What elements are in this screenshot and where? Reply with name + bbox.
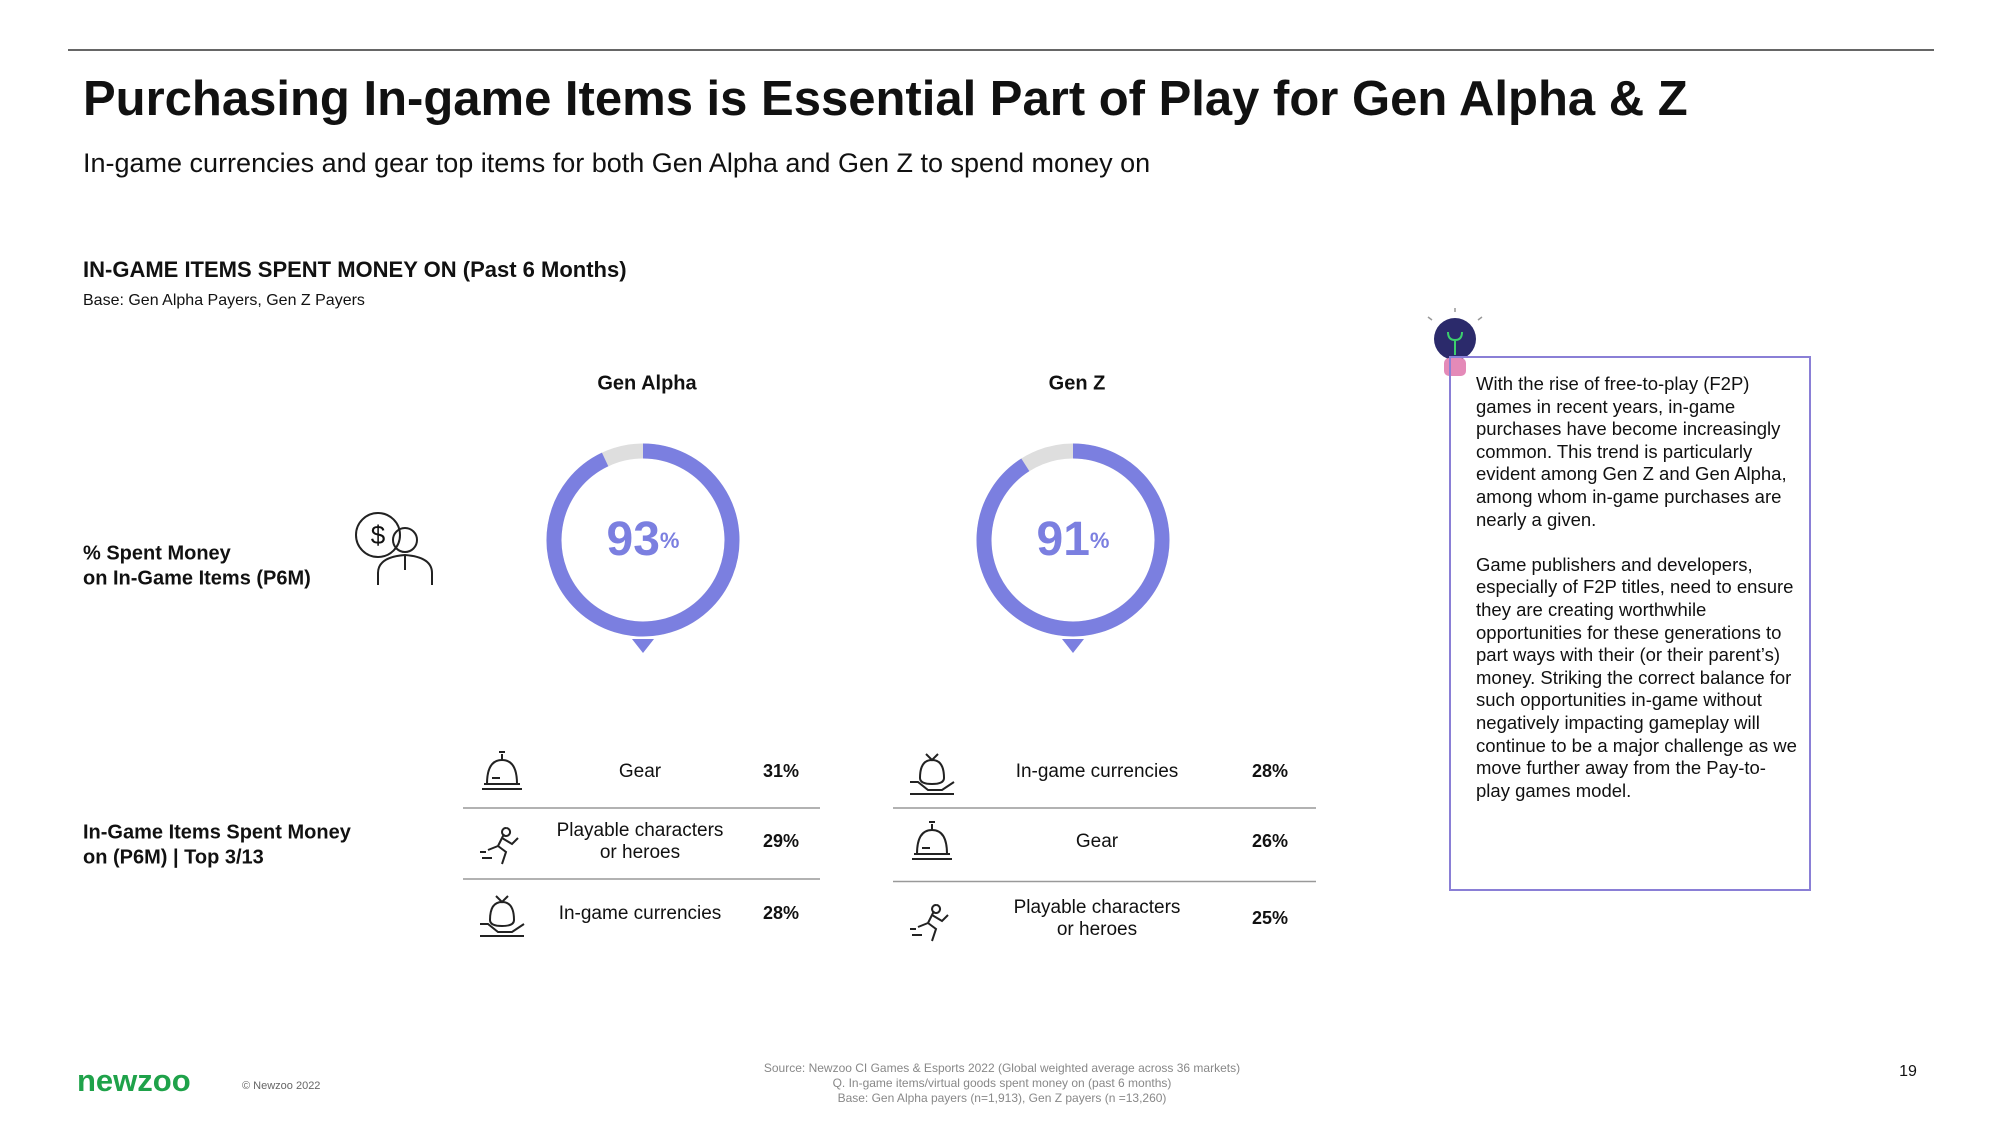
source: Base: Gen Alpha payers (n=1,913), Gen Z … [838,1091,1167,1105]
icon-shape [910,753,955,795]
item-label: In-game currencies [1016,761,1179,782]
item-label: Gear [1076,831,1119,852]
donut-arc [976,443,1170,637]
donut-value: 91% [1037,513,1110,566]
bell-icon [482,751,522,790]
money-icon [480,895,525,937]
note-paragraph: Game publishers and developers, especial… [1476,553,1797,801]
spender-icon: $ [355,512,433,585]
note-box [1449,356,1811,891]
icon-shape [910,904,949,942]
svg-text:$: $ [371,520,386,550]
title: Purchasing In-game Items is Essential Pa… [83,72,1688,126]
section-base: Base: Gen Alpha Payers, Gen Z Payers [83,292,365,309]
copyright: © Newzoo 2022 [242,1080,320,1092]
group-name: Gen Alpha [597,372,697,394]
row-label: % Spent Money [83,542,232,564]
subtitle: In-game currencies and gear top items fo… [83,148,1150,178]
runner-icon [480,827,519,865]
donut-unit: % [1090,528,1110,553]
logo: newzoo [77,1063,191,1098]
icon-shape [482,751,522,790]
item-label: or heroes [1057,919,1137,940]
icon-shape [480,895,525,937]
item-label: Playable characters [1014,897,1181,918]
item-label: Playable characters [557,820,724,841]
item-label: or heroes [600,842,680,863]
donut-pointer [632,639,654,653]
runner-icon [910,904,949,942]
item-value: 26% [1252,831,1288,851]
donut-value: 93% [607,513,680,566]
page-number: 19 [1899,1063,1917,1080]
donut-arc [546,443,740,637]
section-title: IN-GAME ITEMS SPENT MONEY ON (Past 6 Mon… [83,257,627,282]
note-paragraph: With the rise of free-to-play (F2P) game… [1476,373,1787,530]
money-icon [910,753,955,795]
row-label: on In-Game Items (P6M) [83,567,311,589]
note: With the rise of free-to-play (F2P) game… [1476,373,1798,825]
item-value: 28% [763,903,799,923]
donut-unit: % [660,528,680,553]
lightbulb-icon [1427,308,1483,376]
icon-shape [480,827,519,865]
item-label: In-game currencies [559,903,722,924]
item-value: 31% [763,761,799,781]
row-label: In-Game Items Spent Money [83,821,352,843]
item-label: Gear [619,761,662,782]
item-value: 29% [763,831,799,851]
source: Q. In-game items/virtual goods spent mon… [833,1076,1172,1090]
source: Source: Newzoo CI Games & Esports 2022 (… [764,1061,1240,1075]
bell-icon [912,821,952,860]
icon-shape [912,821,952,860]
group-name: Gen Z [1049,372,1106,394]
row-label: on (P6M) | Top 3/13 [83,846,264,868]
donut-number: 93 [607,513,660,566]
item-value: 28% [1252,761,1288,781]
item-value: 25% [1252,908,1288,928]
donut-number: 91 [1037,513,1090,566]
donut-pointer [1062,639,1084,653]
